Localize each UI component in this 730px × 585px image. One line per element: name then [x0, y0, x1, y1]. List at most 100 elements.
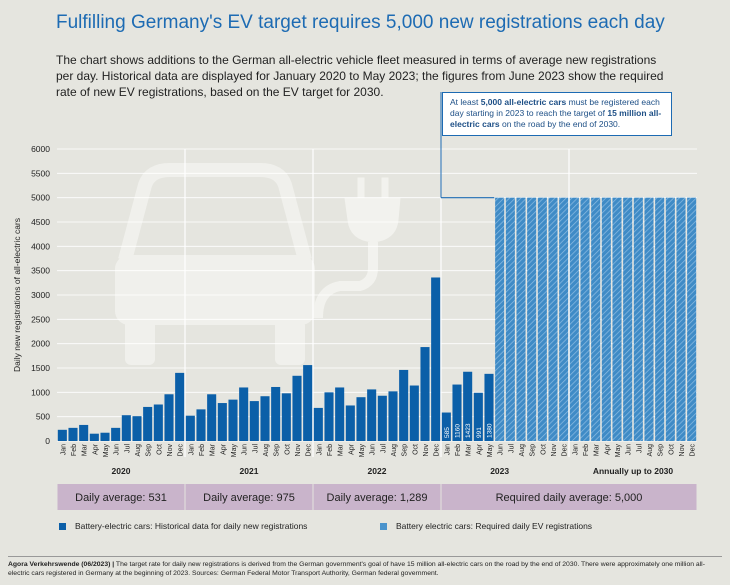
y-tick-label: 1500 [31, 363, 50, 373]
x-tick-label: Apr [348, 443, 355, 455]
bar-data-label: 1423 [465, 423, 472, 438]
bar-historical [143, 406, 153, 441]
legend-label-required: Battery electric cars: Required daily EV… [396, 521, 593, 531]
average-band [57, 484, 185, 510]
x-tick-label: Jun [626, 444, 633, 455]
x-tick-label: Jan [60, 444, 67, 455]
bar-historical [399, 369, 409, 441]
x-tick-label: May [103, 444, 110, 458]
x-tick-label: Dec [178, 444, 185, 457]
x-tick-label: Apr [476, 443, 483, 455]
x-tick-label: Mar [594, 443, 601, 456]
bar-chart: 585 1160 1423 991 1380 0 500 1000 1500 2000 2500 3… [12, 92, 697, 510]
footer-text: The target rate for daily new registrati… [8, 561, 705, 577]
x-tick-label: May [615, 444, 622, 458]
y-tick-label: 2500 [31, 314, 50, 324]
callout-bold-1: 5,000 all-electric cars [480, 97, 567, 107]
x-tick-label: Aug [263, 444, 270, 457]
footer-note: Agora Verkehrswende (06/2023) | The targ… [8, 556, 722, 578]
footer-source: Agora Verkehrswende (06/2023) | [8, 561, 115, 568]
x-tick-label: Aug [519, 444, 526, 457]
bar-historical [324, 392, 334, 441]
bar-historical [388, 391, 398, 441]
x-tick-label: Feb [71, 444, 78, 456]
legend-swatch-required [380, 522, 387, 530]
x-tick-label: Mar [210, 443, 217, 456]
bar-historical [409, 385, 419, 441]
y-tick-label: 6000 [31, 144, 50, 154]
legend-label-historical: Battery-electric cars: Historical data f… [75, 521, 308, 531]
average-band [185, 484, 313, 510]
x-tick-label: Jun [370, 444, 377, 455]
bar-historical [153, 404, 163, 441]
y-tick-label: 4500 [31, 217, 50, 227]
bar-historical [89, 433, 99, 441]
bar-required [569, 197, 579, 441]
average-label: Daily average: 1,289 [327, 492, 428, 504]
legend-item-historical: Battery-electric cars: Historical data f… [59, 521, 307, 531]
y-axis-label: Daily new registrations of all-electric … [12, 218, 22, 372]
bar-historical [271, 386, 281, 441]
bar-historical [431, 277, 441, 441]
bar-required [537, 197, 547, 441]
bar-required [495, 197, 505, 441]
callout-text-3: on the road by the end of 2030. [499, 119, 621, 129]
bar-historical [175, 372, 185, 441]
x-tick-label: Jan [188, 444, 195, 455]
bar-required [591, 197, 601, 441]
bar-historical [249, 401, 259, 441]
group-label: 2023 [490, 466, 509, 476]
x-tick-label: Dec [306, 444, 313, 457]
x-tick-label: Nov [551, 444, 558, 457]
x-tick-label: Dec [434, 444, 441, 457]
y-tick-label: 500 [36, 412, 50, 422]
x-tick-label: Jun [242, 444, 249, 455]
x-tick-label: Jul [636, 444, 643, 453]
chart-bars: 585 1160 1423 991 1380 [57, 92, 697, 441]
x-tick-label: Dec [690, 444, 697, 457]
bar-historical [303, 365, 313, 441]
callout-text-1: At least [450, 97, 481, 107]
x-tick-label: May [487, 444, 494, 458]
bar-historical [185, 415, 195, 441]
x-tick-label: May [359, 444, 366, 458]
bar-historical [68, 427, 78, 441]
bar-historical [335, 387, 345, 441]
x-tick-label: Sep [530, 444, 537, 457]
bar-data-label: 585 [444, 427, 451, 438]
group-label: Annually up to 2030 [593, 466, 674, 476]
bar-required [580, 197, 590, 441]
bar-required [601, 197, 611, 441]
x-tick-label: Oct [284, 444, 291, 455]
bar-historical [367, 389, 377, 441]
x-tick-label: Nov [679, 444, 686, 457]
chart-grid [57, 148, 697, 457]
bar-historical [57, 429, 67, 441]
group-label: 2021 [240, 466, 259, 476]
y-tick-label: 0 [45, 436, 50, 446]
x-tick-label: Nov [423, 444, 430, 457]
x-tick-label: Oct [668, 444, 675, 455]
bar-required [623, 197, 633, 441]
average-label: Daily average: 975 [203, 492, 295, 504]
bar-data-label: 1380 [487, 423, 494, 438]
bar-required [665, 197, 675, 441]
callout-box: At least 5,000 all-electric cars must be… [442, 92, 672, 136]
y-tick-label: 2000 [31, 339, 50, 349]
x-tick-label: Oct [540, 444, 547, 455]
chart-subtitle: The chart shows additions to the German … [56, 53, 664, 99]
x-tick-label: Nov [167, 444, 174, 457]
x-tick-label: Apr [220, 443, 227, 455]
x-tick-label: Sep [658, 444, 665, 457]
bar-historical [100, 432, 110, 441]
bar-historical [239, 387, 249, 441]
x-tick-label: Jun [498, 444, 505, 455]
bar-historical [473, 392, 483, 441]
x-tick-label: Apr [92, 443, 99, 455]
x-tick-label: Jul [508, 444, 515, 453]
group-label: 2020 [112, 466, 131, 476]
x-tick-label: Jul [380, 444, 387, 453]
x-tick-label: Feb [327, 444, 334, 456]
y-tick-label: 3500 [31, 266, 50, 276]
average-label: Daily average: 531 [75, 492, 167, 504]
